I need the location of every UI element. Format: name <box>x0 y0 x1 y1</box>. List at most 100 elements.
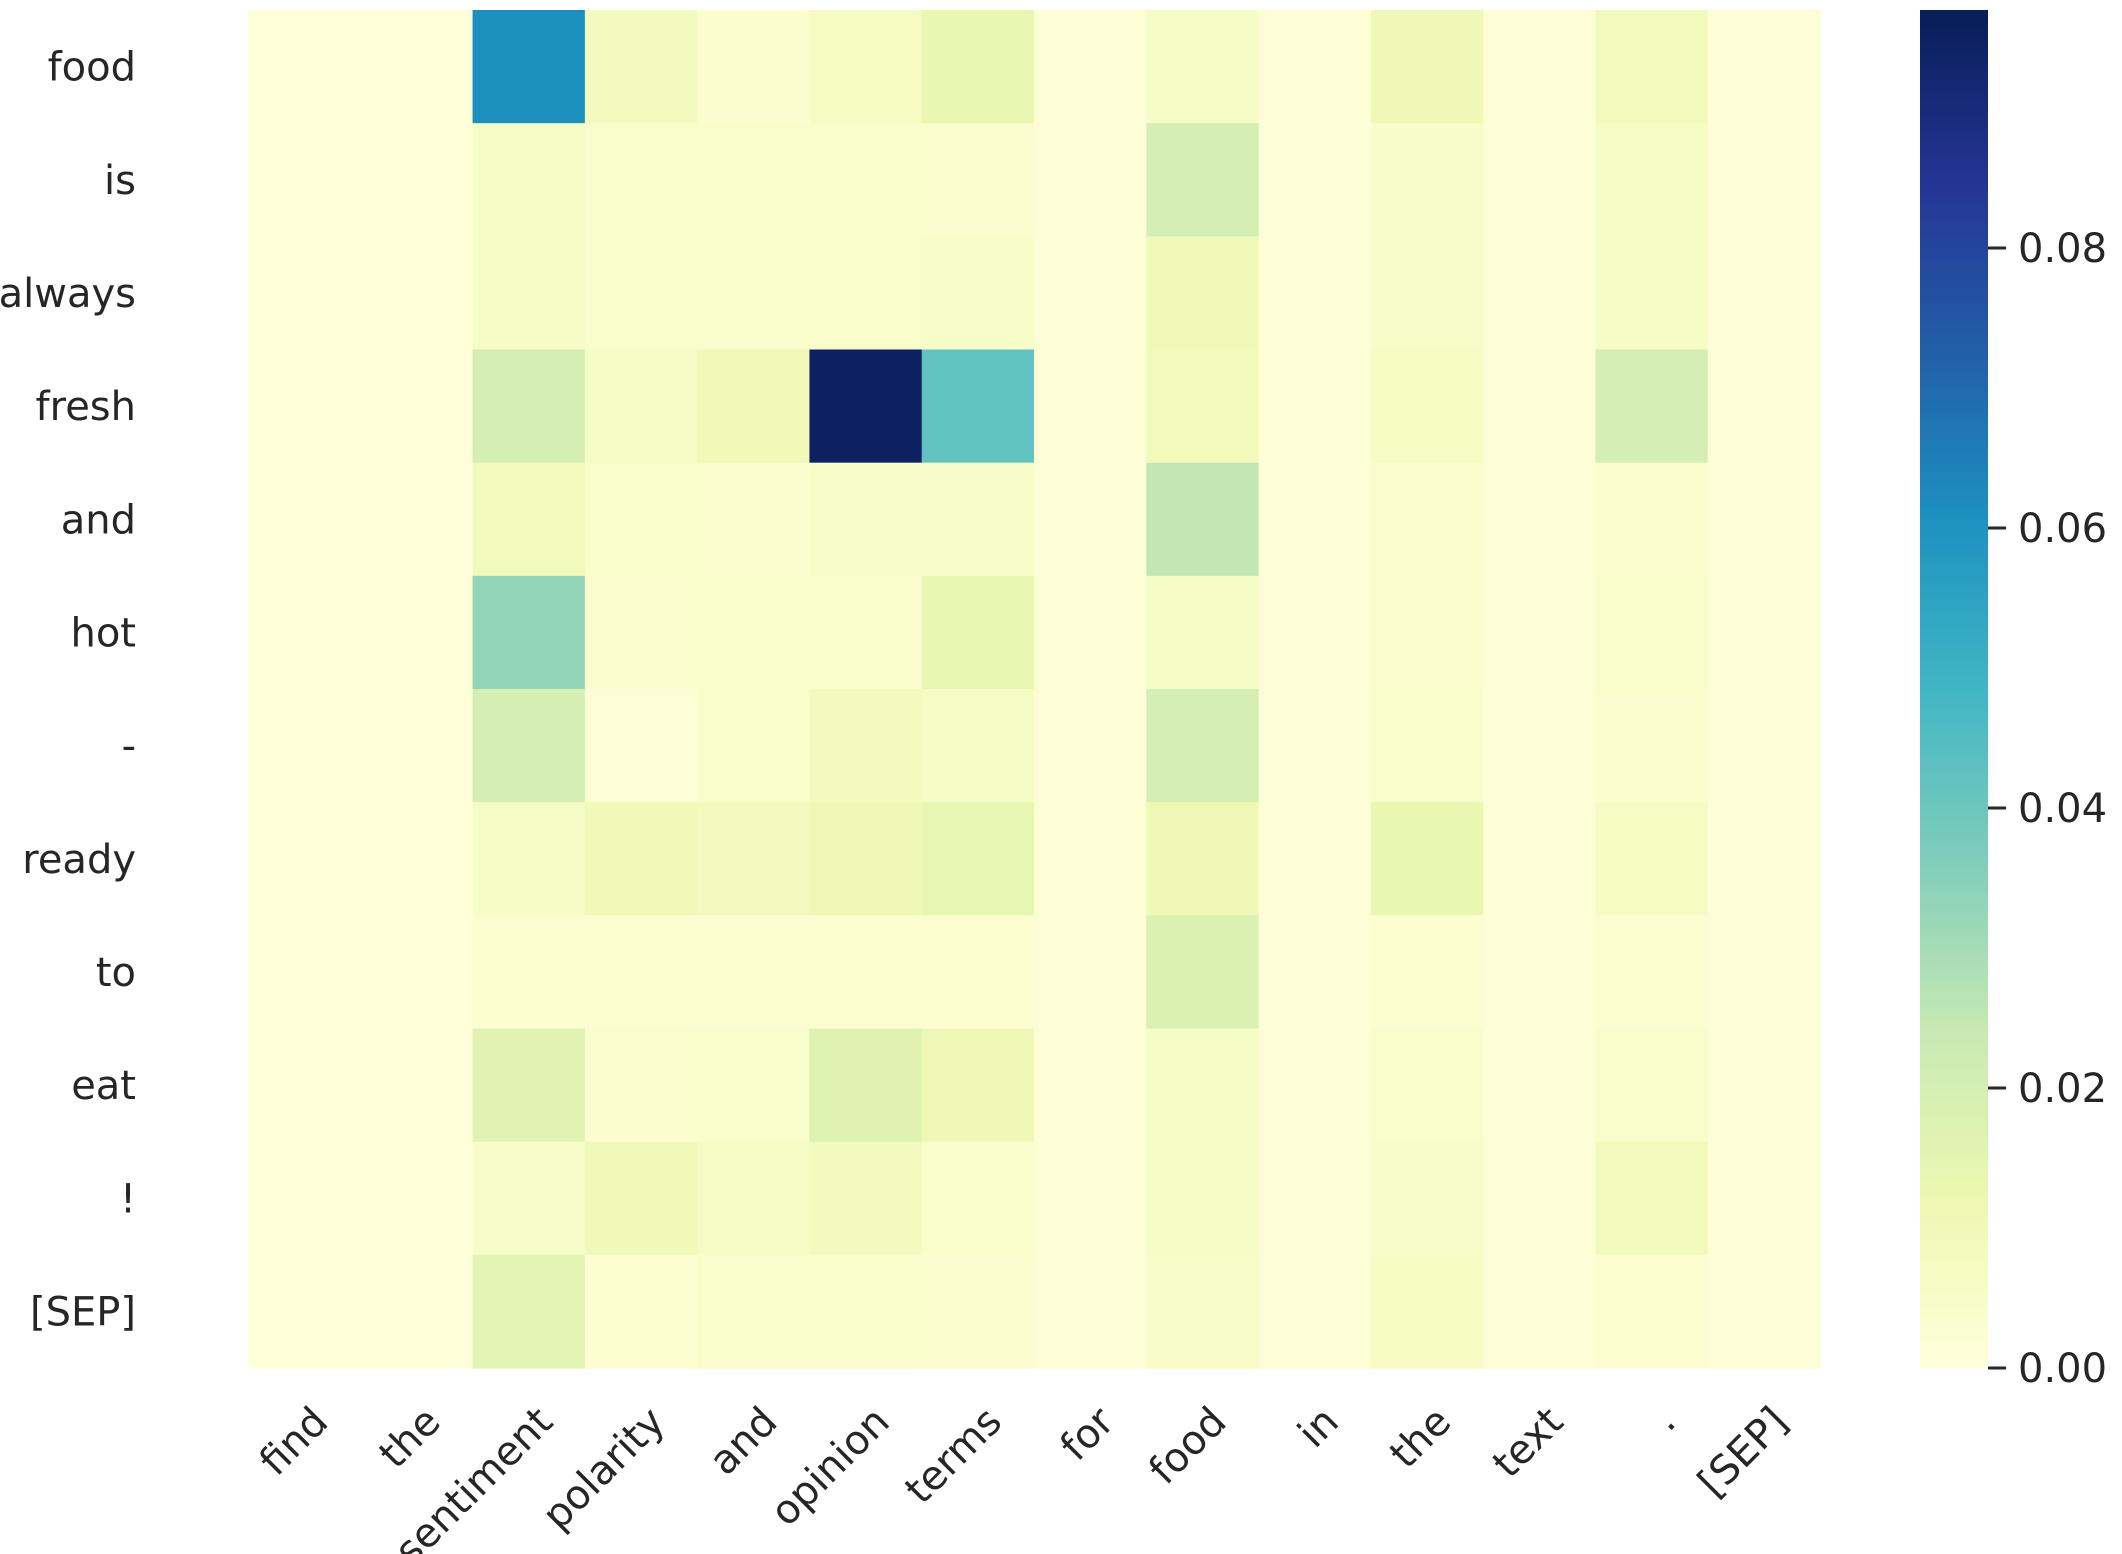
heatmap-cell <box>584 123 698 237</box>
heatmap-cell <box>1595 123 1709 237</box>
heatmap-cell <box>921 10 1035 124</box>
heatmap-cell <box>1483 462 1597 577</box>
heatmap-cell <box>1707 575 1821 690</box>
heatmap-cell <box>1707 349 1821 464</box>
heatmap-cell <box>1370 802 1484 916</box>
heatmap-cell <box>1595 575 1709 690</box>
heatmap-cell <box>1483 349 1597 464</box>
heatmap-cell <box>1483 915 1597 1030</box>
heatmap-cell <box>1258 462 1372 577</box>
x-tick-label: for <box>1052 1398 1124 1470</box>
heatmap-cell <box>360 236 474 351</box>
y-tick-label: eat <box>71 1063 136 1109</box>
heatmap-cell <box>472 1028 586 1143</box>
heatmap-cell <box>697 1141 811 1256</box>
heatmap-cells <box>248 10 1821 1369</box>
heatmap-cell <box>1146 462 1260 577</box>
heatmap-cell <box>248 123 361 237</box>
x-tick-label: in <box>1289 1399 1347 1457</box>
heatmap-cell <box>360 1028 474 1143</box>
y-tick-label: - <box>122 724 136 770</box>
colorbar-tick-label: 0.02 <box>2018 1066 2107 1112</box>
heatmap-cell <box>1483 689 1597 803</box>
heatmap-cell <box>921 1254 1035 1369</box>
heatmap-cell <box>1034 462 1147 577</box>
heatmap-cell <box>921 1141 1035 1256</box>
colorbar-ticks: 0.00 0.02 0.04 0.06 0.08 <box>1988 226 2107 1392</box>
heatmap-cell <box>809 1028 923 1143</box>
heatmap-cell <box>584 10 698 124</box>
heatmap-cell <box>1258 349 1372 464</box>
heatmap-cell <box>472 1254 586 1369</box>
heatmap-cell <box>1258 1254 1372 1369</box>
colorbar-tick-label: 0.00 <box>2018 1346 2107 1392</box>
heatmap-cell <box>1707 802 1821 916</box>
heatmap-cell <box>472 689 586 803</box>
heatmap-cell <box>1146 1141 1260 1256</box>
heatmap-cell <box>248 575 361 690</box>
heatmap-cell <box>360 462 474 577</box>
heatmap-cell <box>360 802 474 916</box>
heatmap-cell <box>1483 1028 1597 1143</box>
heatmap-cell <box>697 462 811 577</box>
heatmap-cell <box>809 689 923 803</box>
heatmap-cell <box>472 10 586 124</box>
heatmap-cell <box>1258 1141 1372 1256</box>
heatmap-cell <box>1370 1141 1484 1256</box>
heatmap-cell <box>1483 123 1597 237</box>
heatmap-cell <box>1258 10 1372 124</box>
heatmap-cell <box>697 575 811 690</box>
y-tick-label: and <box>61 497 136 543</box>
heatmap-cell <box>1595 10 1709 124</box>
x-tick-label: text <box>1484 1399 1572 1487</box>
heatmap-cell <box>1370 575 1484 690</box>
heatmap-cell <box>921 802 1035 916</box>
heatmap-cell <box>921 689 1035 803</box>
y-tick-label: fresh <box>36 384 136 430</box>
x-tick-label: find <box>251 1399 337 1485</box>
heatmap-cell <box>248 236 361 351</box>
heatmap-cell <box>1146 10 1260 124</box>
y-axis-tick-labels: food is always fresh and hot - ready to eat! [SEP] <box>0 45 136 1336</box>
heatmap-cell <box>1370 10 1484 124</box>
heatmap-cell <box>1370 123 1484 237</box>
heatmap-cell <box>1483 1254 1597 1369</box>
heatmap-cell <box>1595 349 1709 464</box>
y-tick-label: ! <box>120 1176 136 1222</box>
heatmap-cell <box>248 1254 361 1369</box>
heatmap-cell <box>1370 462 1484 577</box>
heatmap-cell <box>1146 1254 1260 1369</box>
x-tick-label: polarity <box>534 1399 674 1539</box>
heatmap-cell <box>697 123 811 237</box>
heatmap-cell <box>248 689 361 803</box>
heatmap-cell <box>584 915 698 1030</box>
heatmap-cell <box>1370 689 1484 803</box>
heatmap-cell <box>1258 575 1372 690</box>
heatmap-cell <box>472 915 586 1030</box>
heatmap-cell <box>1595 689 1709 803</box>
heatmap-cell <box>1707 915 1821 1030</box>
heatmap-cell <box>1034 1028 1147 1143</box>
heatmap-cell <box>809 915 923 1030</box>
heatmap-cell <box>809 1141 923 1256</box>
heatmap-cell <box>1483 236 1597 351</box>
heatmap-cell <box>1258 1028 1372 1143</box>
heatmap-cell <box>1034 1254 1147 1369</box>
heatmap-cell <box>1034 802 1147 916</box>
heatmap-cell <box>1370 915 1484 1030</box>
heatmap-cell <box>1034 123 1147 237</box>
heatmap-cell <box>809 10 923 124</box>
heatmap-cell <box>360 1254 474 1369</box>
heatmap-cell <box>921 462 1035 577</box>
heatmap-cell <box>809 123 923 237</box>
heatmap-cell <box>1707 1141 1821 1256</box>
heatmap-cell <box>1595 1141 1709 1256</box>
colorbar-tick-label: 0.06 <box>2018 506 2107 552</box>
y-tick-label: food <box>48 45 136 91</box>
heatmap-cell <box>1370 1028 1484 1143</box>
heatmap-cell <box>1595 236 1709 351</box>
heatmap-cell <box>1595 1028 1709 1143</box>
heatmap-cell <box>1034 236 1147 351</box>
